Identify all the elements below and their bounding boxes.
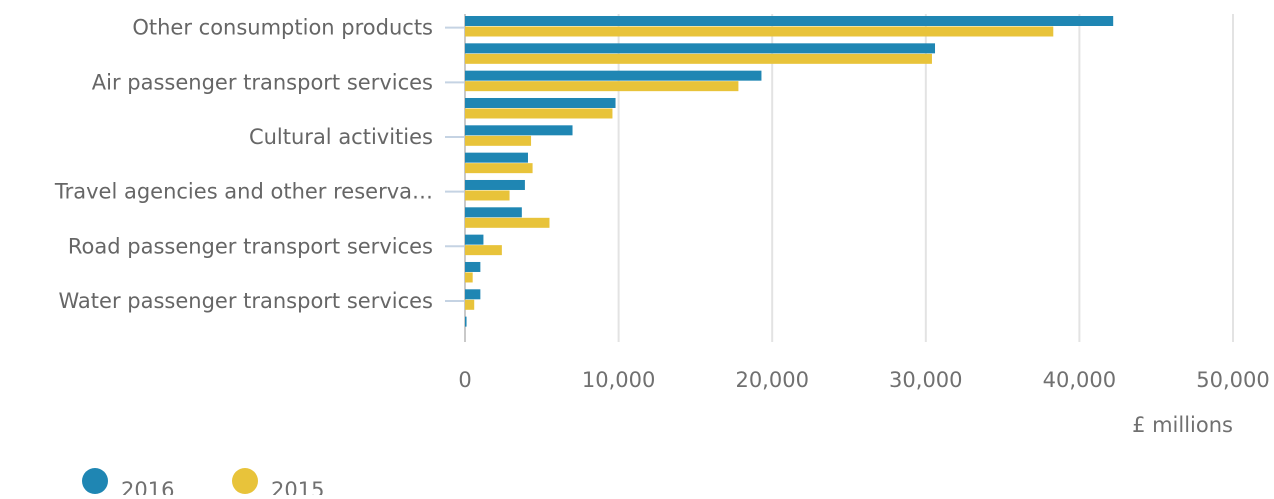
- bar-2016-7: [465, 207, 522, 218]
- x-tick-label: 0: [458, 368, 471, 392]
- legend-label-2015: 2015: [271, 478, 324, 495]
- bar-2015-5: [465, 163, 533, 174]
- bar-2016-2: [465, 70, 762, 81]
- grid-lines: [464, 14, 1234, 342]
- bar-2015-0: [465, 26, 1054, 37]
- legend-swatch-2015: [232, 468, 258, 494]
- category-label: Travel agencies and other reserva…: [54, 180, 433, 204]
- bar-2015-1: [465, 53, 932, 64]
- x-tick-label: 10,000: [582, 368, 655, 392]
- bar-2016-0: [465, 16, 1114, 26]
- legend-swatch-2016: [82, 468, 108, 494]
- bar-2015-3: [465, 108, 613, 119]
- category-label: Air passenger transport services: [92, 70, 433, 94]
- bar-2015-2: [465, 81, 739, 92]
- bar-2016-10: [465, 289, 481, 300]
- bar-2016-6: [465, 179, 525, 190]
- bar-2015-4: [465, 135, 532, 146]
- bar-2016-4: [465, 125, 573, 136]
- category-label: Water passenger transport services: [59, 289, 434, 313]
- legend-label-2016: 2016: [121, 478, 174, 495]
- x-tick-labels: 0 10,000 20,000 30,000 40,000 50,000: [458, 368, 1269, 392]
- category-label: Road passenger transport services: [68, 234, 433, 258]
- bar-2016-9: [465, 261, 481, 272]
- x-tick-label: 30,000: [889, 368, 962, 392]
- category-labels: Other consumption products Air passenger …: [54, 16, 464, 313]
- x-tick-label: 40,000: [1043, 368, 1116, 392]
- bar-2015-6: [465, 190, 510, 201]
- bar-2015-7: [465, 217, 550, 228]
- bar-2016-1: [465, 43, 936, 54]
- bar-2015-8: [465, 245, 502, 256]
- bar-2016-3: [465, 97, 616, 108]
- bar-2015-9: [465, 272, 473, 283]
- category-label: Other consumption products: [132, 16, 433, 40]
- x-tick-label: 20,000: [735, 368, 808, 392]
- bar-2016-5: [465, 152, 528, 163]
- bar-2016-11: [465, 316, 467, 327]
- x-tick-label: 50,000: [1196, 368, 1269, 392]
- legend: 2016 2015: [82, 468, 324, 499]
- bar-2016-8: [465, 234, 484, 245]
- bar-2015-10: [465, 299, 475, 310]
- bars: [465, 16, 1114, 327]
- x-axis-title: £ millions: [1132, 413, 1233, 437]
- category-label: Cultural activities: [249, 125, 433, 149]
